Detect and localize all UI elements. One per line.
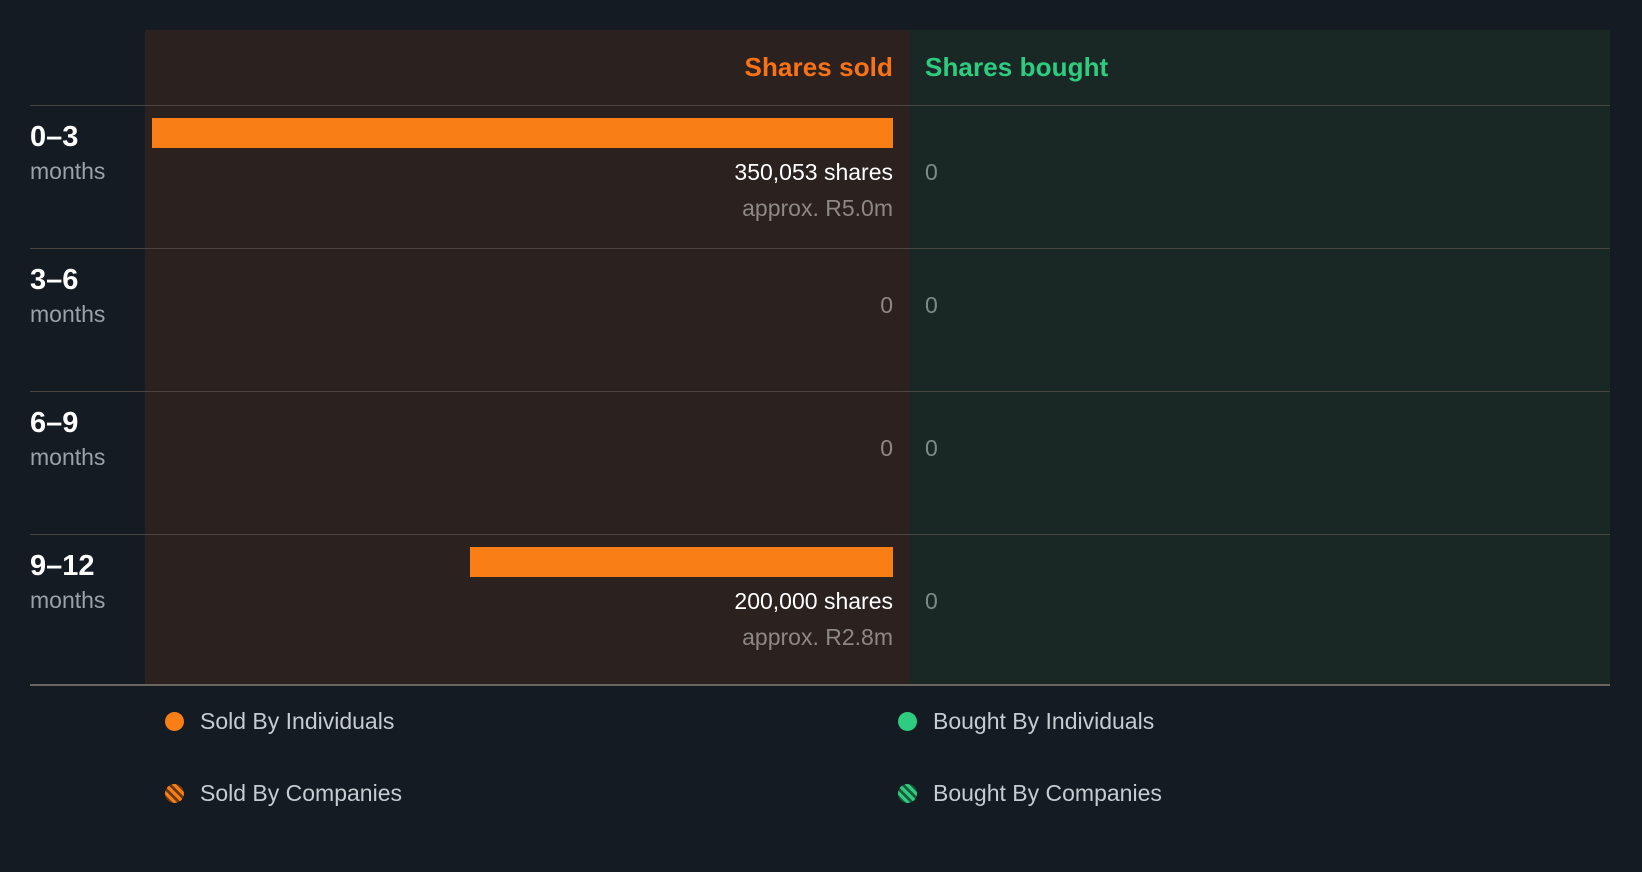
legend-item[interactable]: Sold By Individuals <box>165 706 394 736</box>
circle-marker-icon <box>898 711 917 731</box>
gridline-top <box>30 105 1610 106</box>
shares-sold-approx-value: approx. R2.8m <box>742 624 893 650</box>
shares-bought-value-group: 0 <box>925 287 938 323</box>
hatched-circle-marker-icon <box>898 783 917 803</box>
legend-item-label: Bought By Individuals <box>933 707 1155 734</box>
chart-legend: Sold By Individuals Bought By Individuals… <box>0 700 1642 860</box>
shares-sold-primary-value: 350,053 shares <box>734 159 893 185</box>
shares-sold-value-group: 0 <box>145 430 893 466</box>
shares-bought-zero-value: 0 <box>925 435 938 461</box>
row-range-label: 3–6 <box>30 264 79 296</box>
shares-bought-column-panel <box>910 30 1610 686</box>
shares-sold-zero-value: 0 <box>880 292 893 318</box>
row-axis-label: 9–12 months <box>30 549 135 617</box>
row-axis-label: 3–6 months <box>30 263 135 331</box>
row-range-label: 0–3 <box>30 121 79 153</box>
shares-bought-value-group: 0 <box>925 430 938 466</box>
legend-item[interactable]: Sold By Companies <box>165 778 402 808</box>
shares-sold-bar[interactable] <box>470 547 893 577</box>
row-unit-label: months <box>30 301 106 327</box>
circle-marker-icon <box>165 711 184 731</box>
shares-bought-zero-value: 0 <box>925 292 938 318</box>
legend-item[interactable]: Bought By Companies <box>898 778 1162 808</box>
row-unit-label: months <box>30 444 106 470</box>
gridline-1 <box>30 248 1610 249</box>
row-axis-label: 0–3 months <box>30 120 135 188</box>
hatched-circle-marker-icon <box>165 783 184 803</box>
axis-bottom-line <box>30 684 1610 686</box>
legend-item[interactable]: Bought By Individuals <box>898 706 1154 736</box>
shares-sold-value-group: 350,053 shares approx. R5.0m <box>145 154 893 226</box>
shares-bought-zero-value: 0 <box>925 159 938 185</box>
chart-row: 9–12 months 200,000 shares approx. R2.8m 0 <box>0 535 1642 678</box>
shares-sold-primary-value: 200,000 shares <box>734 588 893 614</box>
shares-bought-column-header: Shares bought <box>925 52 1109 82</box>
row-range-label: 9–12 <box>30 550 95 582</box>
shares-bought-zero-value: 0 <box>925 588 938 614</box>
shares-sold-bar[interactable] <box>152 118 893 148</box>
row-unit-label: months <box>30 587 106 613</box>
shares-sold-column-header: Shares sold <box>744 52 893 82</box>
gridline-3 <box>30 534 1610 535</box>
row-unit-label: months <box>30 158 106 184</box>
chart-row: 3–6 months 0 0 <box>0 249 1642 392</box>
row-range-label: 6–9 <box>30 407 79 439</box>
shares-sold-approx-value: approx. R5.0m <box>742 195 893 221</box>
gridline-2 <box>30 391 1610 392</box>
legend-item-label: Sold By Individuals <box>200 707 395 734</box>
shares-sold-value-group: 200,000 shares approx. R2.8m <box>145 583 893 655</box>
chart-row: 6–9 months 0 0 <box>0 392 1642 535</box>
legend-item-label: Sold By Companies <box>200 779 402 806</box>
legend-item-label: Bought By Companies <box>933 779 1162 806</box>
shares-sold-zero-value: 0 <box>880 435 893 461</box>
chart-row: 0–3 months 350,053 shares approx. R5.0m 0 <box>0 106 1642 249</box>
shares-bought-value-group: 0 <box>925 583 938 619</box>
row-axis-label: 6–9 months <box>30 406 135 474</box>
shares-sold-value-group: 0 <box>145 287 893 323</box>
shares-bought-value-group: 0 <box>925 154 938 190</box>
